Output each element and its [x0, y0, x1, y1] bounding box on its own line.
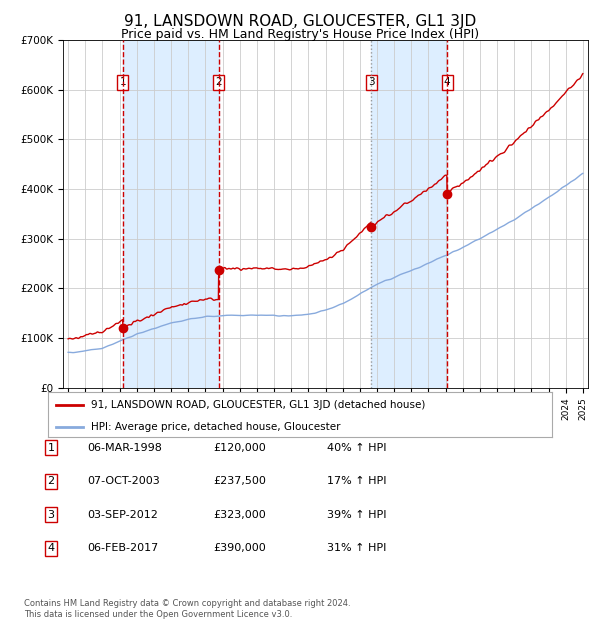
Text: 3: 3 — [47, 510, 55, 520]
Text: 06-MAR-1998: 06-MAR-1998 — [87, 443, 162, 453]
Text: 39% ↑ HPI: 39% ↑ HPI — [327, 510, 386, 520]
Text: £237,500: £237,500 — [213, 476, 266, 486]
Text: £390,000: £390,000 — [213, 543, 266, 553]
Text: 91, LANSDOWN ROAD, GLOUCESTER, GL1 3JD (detached house): 91, LANSDOWN ROAD, GLOUCESTER, GL1 3JD (… — [91, 400, 425, 410]
91, LANSDOWN ROAD, GLOUCESTER, GL1 3JD (detached house) — [523, 127, 530, 135]
HPI: Average price, detached house, Gloucester: (2.02e+03, 4.32e+05): Average price, detached house, Glouceste… — [579, 170, 586, 177]
Text: 91, LANSDOWN ROAD, GLOUCESTER, GL1 3JD: 91, LANSDOWN ROAD, GLOUCESTER, GL1 3JD — [124, 14, 476, 29]
Text: 06-FEB-2017: 06-FEB-2017 — [87, 543, 158, 553]
Text: Price paid vs. HM Land Registry's House Price Index (HPI): Price paid vs. HM Land Registry's House … — [121, 28, 479, 41]
91, LANSDOWN ROAD, GLOUCESTER, GL1 3JD (detached house) — [579, 70, 586, 78]
Text: 31% ↑ HPI: 31% ↑ HPI — [327, 543, 386, 553]
Text: HPI: Average price, detached house, Gloucester: HPI: Average price, detached house, Glou… — [91, 422, 340, 432]
Text: 4: 4 — [444, 78, 451, 87]
91, LANSDOWN ROAD, GLOUCESTER, GL1 3JD (detached house) — [376, 217, 383, 224]
Text: £323,000: £323,000 — [213, 510, 266, 520]
Text: Contains HM Land Registry data © Crown copyright and database right 2024.
This d: Contains HM Land Registry data © Crown c… — [24, 600, 350, 619]
Bar — [123, 40, 218, 388]
HPI: Average price, detached house, Gloucester: (2e+03, 7.09e+04): Average price, detached house, Glouceste… — [65, 348, 72, 356]
HPI: Average price, detached house, Gloucester: (2.01e+03, 2.1e+05): Average price, detached house, Glouceste… — [376, 280, 383, 287]
HPI: Average price, detached house, Gloucester: (2.02e+03, 3.55e+05): Average price, detached house, Glouceste… — [523, 208, 530, 215]
91, LANSDOWN ROAD, GLOUCESTER, GL1 3JD (detached house) — [553, 99, 560, 107]
Text: 1: 1 — [119, 78, 126, 87]
Text: 2: 2 — [47, 476, 55, 486]
Text: £120,000: £120,000 — [213, 443, 266, 453]
91, LANSDOWN ROAD, GLOUCESTER, GL1 3JD (detached house) — [65, 335, 72, 342]
Text: 40% ↑ HPI: 40% ↑ HPI — [327, 443, 386, 453]
Text: 17% ↑ HPI: 17% ↑ HPI — [327, 476, 386, 486]
Text: 03-SEP-2012: 03-SEP-2012 — [87, 510, 158, 520]
HPI: Average price, detached house, Gloucester: (2e+03, 1.4e+05): Average price, detached house, Glouceste… — [193, 314, 200, 322]
Line: HPI: Average price, detached house, Gloucester: HPI: Average price, detached house, Glou… — [68, 174, 583, 353]
HPI: Average price, detached house, Gloucester: (2e+03, 7.03e+04): Average price, detached house, Glouceste… — [69, 349, 76, 356]
Text: 1: 1 — [47, 443, 55, 453]
HPI: Average price, detached house, Gloucester: (2.02e+03, 3.64e+05): Average price, detached house, Glouceste… — [530, 203, 537, 211]
Line: 91, LANSDOWN ROAD, GLOUCESTER, GL1 3JD (detached house): 91, LANSDOWN ROAD, GLOUCESTER, GL1 3JD (… — [68, 74, 583, 339]
91, LANSDOWN ROAD, GLOUCESTER, GL1 3JD (detached house) — [169, 303, 176, 311]
HPI: Average price, detached house, Gloucester: (2.02e+03, 3.93e+05): Average price, detached house, Glouceste… — [553, 189, 560, 197]
Text: 3: 3 — [368, 78, 374, 87]
HPI: Average price, detached house, Gloucester: (2e+03, 1.31e+05): Average price, detached house, Glouceste… — [169, 319, 176, 326]
91, LANSDOWN ROAD, GLOUCESTER, GL1 3JD (detached house) — [69, 335, 76, 343]
Text: 4: 4 — [47, 543, 55, 553]
Bar — [371, 40, 447, 388]
91, LANSDOWN ROAD, GLOUCESTER, GL1 3JD (detached house) — [530, 122, 537, 129]
91, LANSDOWN ROAD, GLOUCESTER, GL1 3JD (detached house) — [193, 298, 200, 305]
Text: 07-OCT-2003: 07-OCT-2003 — [87, 476, 160, 486]
Text: 2: 2 — [215, 78, 222, 87]
